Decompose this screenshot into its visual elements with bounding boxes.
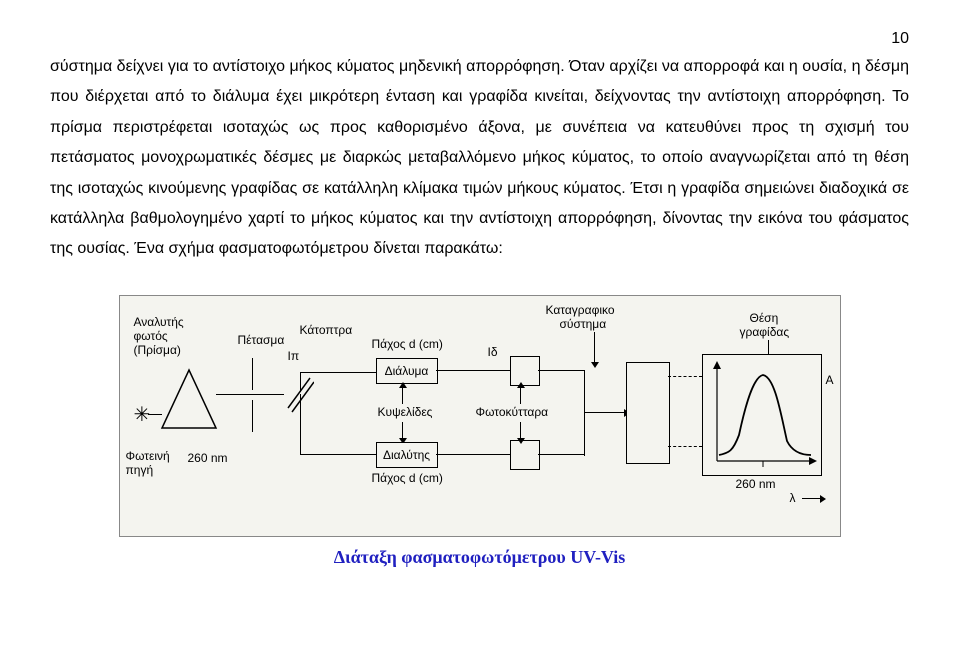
body-paragraph: σύστημα δείχνει για το αντίστοιχο μήκος … bbox=[50, 52, 909, 265]
label-wavelength-1: 260 nm bbox=[188, 452, 228, 465]
label-axis-a: A bbox=[826, 374, 834, 387]
arrow-recorder-label bbox=[594, 332, 596, 362]
label-source-2: πηγή bbox=[126, 464, 154, 477]
beam-bot-2 bbox=[436, 454, 510, 456]
solution-cell: Διάλυμα bbox=[376, 358, 438, 384]
label-screen: Πέτασμα bbox=[238, 334, 285, 347]
arrow-photo-up bbox=[520, 388, 522, 404]
label-mirrors: Κάτοπτρα bbox=[300, 324, 353, 337]
photocell-top bbox=[510, 356, 540, 386]
label-wavelength-2: 260 nm bbox=[736, 478, 776, 491]
wire-bot bbox=[538, 454, 584, 456]
label-source-1: Φωτεινή bbox=[126, 450, 170, 463]
mirror-splitter-icon bbox=[284, 374, 314, 414]
spectrophotometer-diagram: Αναλυτής φωτός (Πρίσμα) ✳ Φωτεινή πηγή 2… bbox=[119, 295, 841, 537]
label-thickness-top: Πάχος d (cm) bbox=[372, 338, 443, 351]
dash-1 bbox=[668, 376, 702, 377]
page-number: 10 bbox=[50, 30, 909, 48]
label-analyzer-2: φωτός bbox=[134, 330, 168, 343]
beam-top-1 bbox=[300, 372, 376, 374]
arrow-photo-down bbox=[520, 422, 522, 438]
diagram-container: Αναλυτής φωτός (Πρίσμα) ✳ Φωτεινή πηγή 2… bbox=[50, 295, 909, 537]
diagram-caption: Διάταξη φασματοφωτόμετρου UV-Vis bbox=[50, 547, 909, 568]
wire-to-recorder bbox=[584, 412, 624, 414]
beam-bot-1 bbox=[300, 454, 376, 456]
arrow-cells-up bbox=[402, 388, 404, 404]
arrow-cells-down bbox=[402, 422, 404, 438]
slit-top bbox=[252, 358, 254, 390]
label-pen-1: Θέση bbox=[750, 312, 779, 325]
solvent-cell: Διαλύτης bbox=[376, 442, 438, 468]
beam-up-1 bbox=[300, 372, 302, 392]
recorder-box bbox=[626, 362, 670, 464]
label-i-pi: Iπ bbox=[288, 350, 300, 363]
wire-top bbox=[538, 370, 584, 372]
label-pen-2: γραφίδας bbox=[740, 326, 790, 339]
label-recorder-1: Καταγραφικο bbox=[546, 304, 615, 317]
slit-bottom bbox=[252, 400, 254, 432]
dash-2 bbox=[668, 446, 702, 447]
prism-icon bbox=[158, 366, 220, 436]
arrow-lambda bbox=[802, 498, 820, 500]
beam-top-2 bbox=[436, 370, 510, 372]
ray-slit bbox=[216, 394, 284, 396]
label-analyzer-3: (Πρίσμα) bbox=[134, 344, 181, 357]
label-thickness-bot: Πάχος d (cm) bbox=[372, 472, 443, 485]
spectrum-curve-icon bbox=[703, 355, 821, 475]
label-recorder-2: σύστημα bbox=[560, 318, 607, 331]
ray-source-prism bbox=[148, 414, 162, 416]
photocell-bottom bbox=[510, 440, 540, 470]
chart-panel bbox=[702, 354, 822, 476]
label-i-delta: Iδ bbox=[488, 346, 498, 359]
label-cells: Κυψελίδες bbox=[378, 406, 433, 419]
label-axis-lambda: λ bbox=[790, 492, 796, 505]
label-photocells: Φωτοκύτταρα bbox=[476, 406, 549, 419]
arrow-pen bbox=[768, 340, 770, 354]
beam-down-1 bbox=[300, 394, 302, 454]
label-analyzer-1: Αναλυτής bbox=[134, 316, 184, 329]
